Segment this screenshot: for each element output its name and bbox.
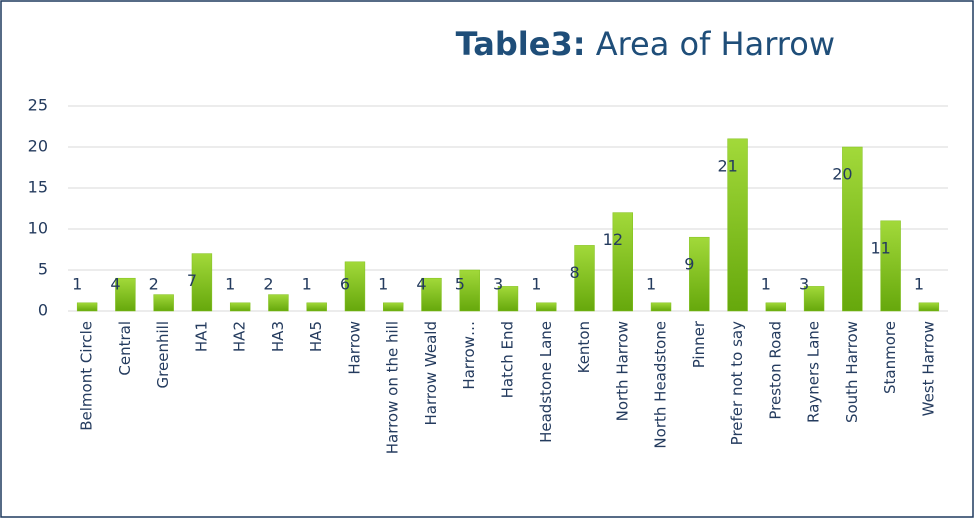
x-tick-label: Harrow on the hill: [384, 321, 402, 454]
data-label: 7: [187, 271, 197, 290]
x-tick-label: Stanmore: [881, 321, 899, 394]
bar: [76, 302, 98, 312]
y-tick-label: 20: [28, 137, 48, 156]
bar: [191, 253, 213, 312]
data-label: 6: [340, 275, 350, 294]
data-label: 3: [493, 275, 503, 294]
data-label: 21: [717, 156, 737, 175]
bar: [268, 294, 289, 312]
data-label: 3: [799, 275, 809, 294]
data-label: 1: [378, 275, 388, 294]
x-tick-label: North Headstone: [652, 321, 670, 449]
bar: [918, 302, 940, 312]
data-label: 1: [531, 275, 541, 294]
bar: [229, 302, 251, 312]
x-tick-label: HA2: [231, 321, 249, 352]
bar: [306, 302, 327, 312]
data-label: 1: [914, 275, 924, 294]
bar: [536, 302, 557, 312]
bar: [459, 269, 480, 312]
data-label: 20: [832, 165, 852, 184]
bar: [803, 286, 825, 312]
bar: [765, 302, 787, 312]
bar: [689, 236, 710, 312]
x-tick-label: HA5: [307, 321, 325, 352]
data-label: 2: [263, 275, 273, 294]
data-label: 11: [870, 238, 890, 257]
bar: [115, 277, 136, 312]
y-tick-label: 15: [28, 178, 48, 197]
x-tick-label: West Harrow: [919, 321, 937, 416]
x-tick-label: Greenhill: [154, 321, 172, 388]
data-label: 1: [302, 275, 312, 294]
data-label: 4: [110, 275, 120, 294]
bar: [650, 302, 672, 312]
bar: [612, 212, 633, 312]
title-text: Area of Harrow: [596, 25, 835, 63]
x-tick-label: Kenton: [575, 321, 593, 373]
data-label: 2: [149, 275, 159, 294]
data-label: 1: [761, 275, 771, 294]
x-tick-label: Central: [116, 321, 134, 376]
x-tick-label: Belmont Circle: [78, 321, 96, 431]
chart-title: Table3: Area of Harrow: [456, 25, 835, 63]
bar: [727, 138, 748, 312]
data-label: 4: [416, 275, 426, 294]
bar: [574, 245, 595, 312]
data-label: 12: [603, 230, 623, 249]
bar: [344, 261, 366, 312]
x-tick-label: Hatch End: [499, 321, 517, 398]
bar: [383, 302, 404, 312]
data-label: 1: [225, 275, 235, 294]
data-label: 1: [72, 275, 82, 294]
x-tick-label: Pinner: [690, 320, 708, 368]
x-tick-label: South Harrow: [843, 321, 861, 423]
x-tick-label: Harrow Weald: [422, 321, 440, 426]
x-tick-label: HA3: [269, 321, 287, 352]
x-tick-label: Preston Road: [766, 321, 784, 420]
x-tick-label: Harrow: [345, 321, 363, 375]
bar: [880, 220, 901, 312]
bar: [842, 146, 863, 312]
x-tick-label: Rayners Lane: [805, 321, 823, 423]
x-tick-label: HA1: [192, 321, 210, 352]
x-tick-label: North Harrow: [613, 321, 631, 421]
y-tick-label: 25: [28, 96, 48, 115]
data-label: 1: [646, 275, 656, 294]
y-tick-label: 10: [28, 219, 48, 238]
data-label: 5: [455, 275, 465, 294]
y-tick-label: 5: [38, 260, 48, 279]
bar: [421, 277, 442, 312]
y-tick-label: 0: [38, 301, 48, 320]
x-tick-label: Headstone Lane: [537, 321, 555, 443]
title-prefix: Table3:: [456, 25, 586, 63]
x-tick-label: Prefer not to say: [728, 321, 746, 445]
bar: [153, 294, 174, 312]
bar: [497, 286, 519, 312]
data-label: 9: [684, 255, 694, 274]
x-tick-label: Harrow…: [460, 321, 478, 390]
data-label: 8: [569, 263, 579, 282]
